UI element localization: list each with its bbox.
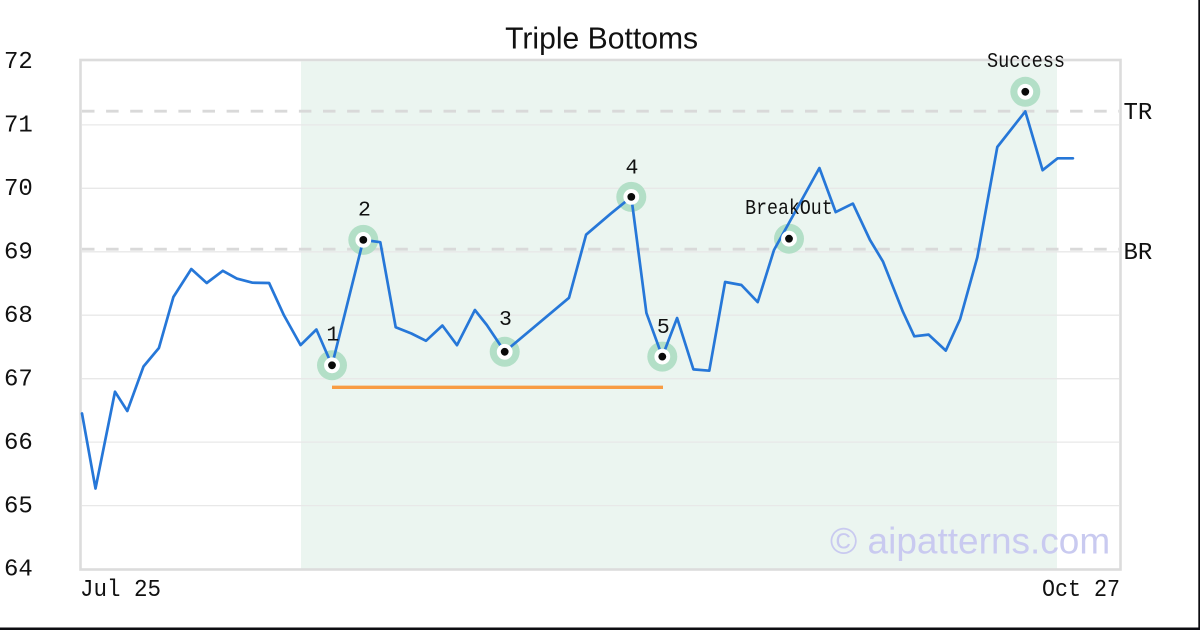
- svg-text:BR: BR: [1124, 240, 1153, 267]
- svg-text:1: 1: [326, 324, 339, 348]
- svg-text:4: 4: [625, 157, 638, 181]
- svg-text:© aipatterns.com: © aipatterns.com: [830, 521, 1110, 562]
- svg-text:Oct 27: Oct 27: [1042, 577, 1120, 604]
- svg-text:69: 69: [4, 240, 33, 267]
- svg-text:68: 68: [4, 303, 33, 330]
- svg-text:TR: TR: [1124, 100, 1153, 127]
- svg-text:3: 3: [499, 308, 512, 332]
- svg-text:66: 66: [4, 430, 33, 457]
- svg-text:64: 64: [4, 557, 33, 584]
- svg-text:2: 2: [358, 199, 371, 223]
- svg-text:65: 65: [4, 493, 33, 520]
- svg-text:Success: Success: [987, 50, 1065, 74]
- svg-text:67: 67: [4, 366, 33, 393]
- svg-text:72: 72: [4, 49, 33, 76]
- svg-text:5: 5: [657, 316, 670, 340]
- svg-text:BreakOut: BreakOut: [745, 197, 833, 221]
- svg-text:70: 70: [4, 176, 33, 203]
- svg-text:Triple Bottoms: Triple Bottoms: [505, 21, 698, 56]
- svg-text:Jul 25: Jul 25: [80, 577, 161, 604]
- svg-text:71: 71: [4, 113, 33, 140]
